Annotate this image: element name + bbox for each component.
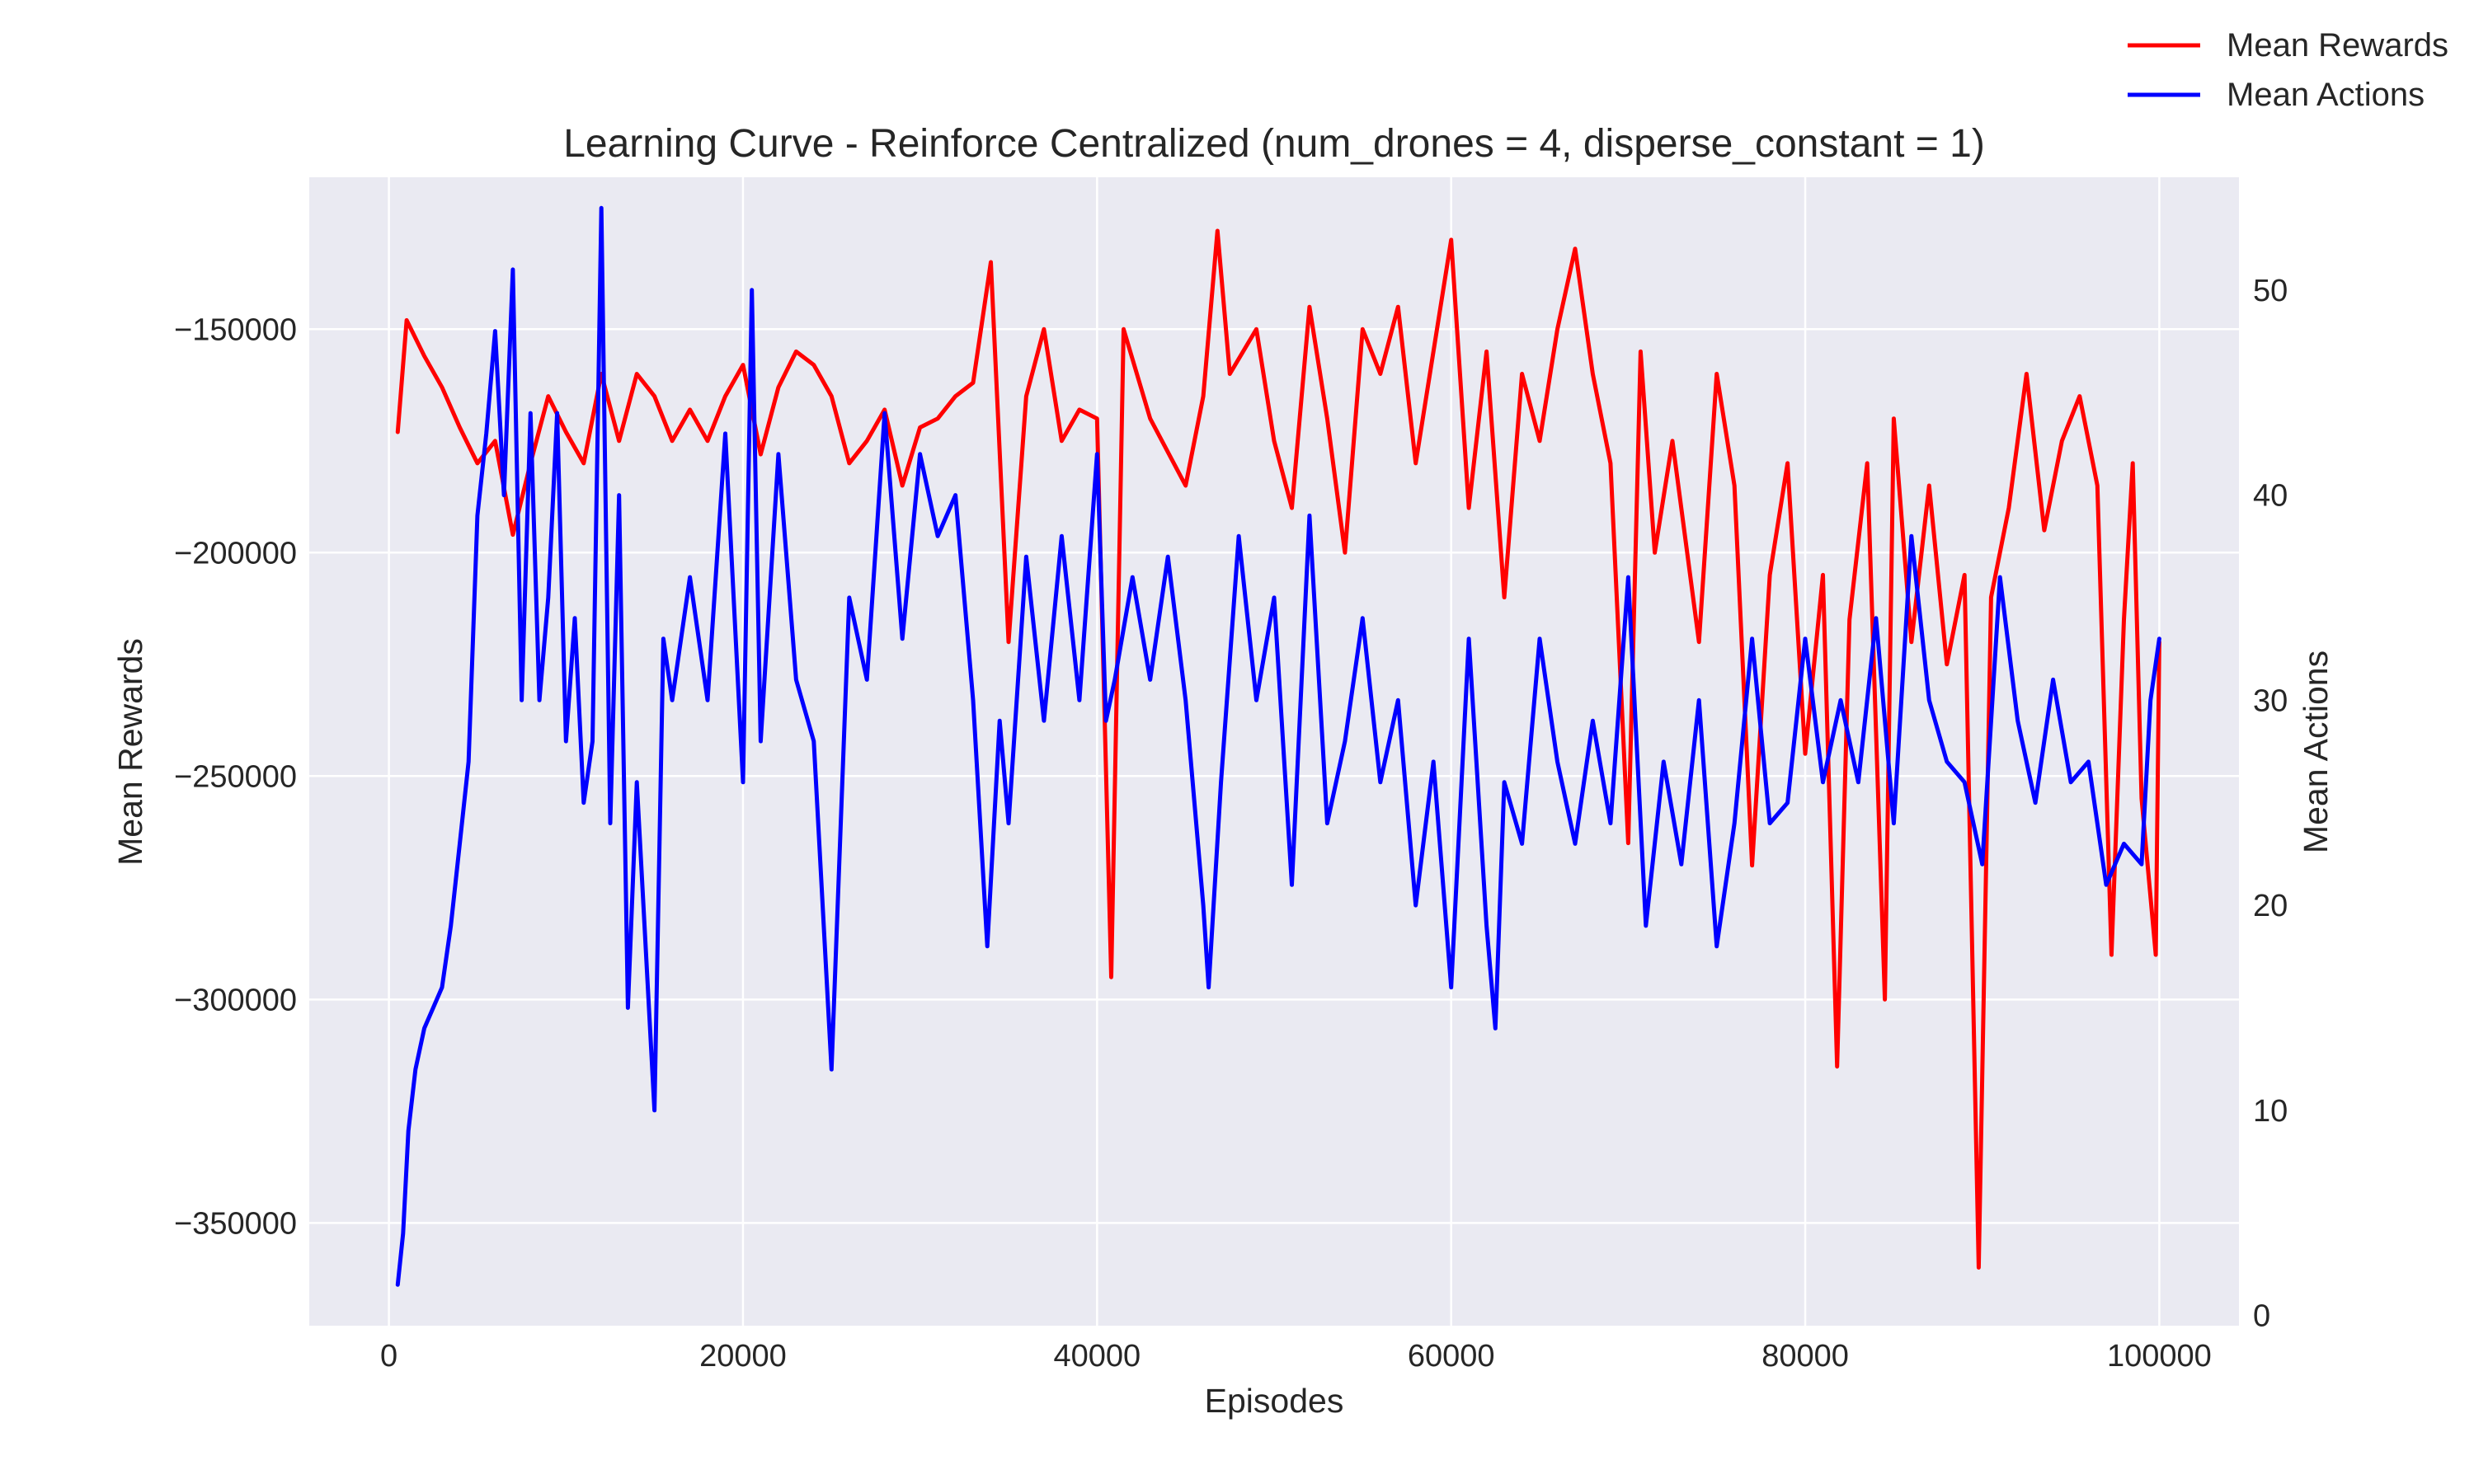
legend-label-mean-rewards: Mean Rewards — [2227, 27, 2448, 63]
legend: Mean Rewards Mean Actions — [2128, 27, 2448, 113]
y2-tick-label: 50 — [2253, 274, 2288, 308]
y-tick-label: −150000 — [174, 312, 297, 347]
x-tick-label: 80000 — [1761, 1339, 1849, 1374]
y2-tick-label: 30 — [2253, 683, 2288, 718]
y2-tick-label: 40 — [2253, 479, 2288, 514]
x-tick-label: 60000 — [1408, 1339, 1495, 1374]
x-axis-label: Episodes — [1205, 1382, 1344, 1420]
plot-background — [309, 177, 2239, 1326]
y2-axis-ticks: 0 10 20 30 40 50 — [2253, 274, 2288, 1334]
x-tick-label: 40000 — [1053, 1339, 1141, 1374]
x-tick-label: 20000 — [699, 1339, 787, 1374]
grid — [309, 177, 2239, 1326]
series-line-mean-actions — [395, 205, 2161, 1287]
legend-label-mean-actions: Mean Actions — [2227, 77, 2425, 113]
y2-tick-label: 0 — [2253, 1299, 2270, 1334]
y-tick-label: −200000 — [174, 536, 297, 571]
x-tick-label: 100000 — [2107, 1339, 2212, 1374]
chart-title: Learning Curve - Reinforce Centralized (… — [563, 122, 1985, 166]
y2-tick-label: 10 — [2253, 1094, 2288, 1129]
y-tick-label: −250000 — [174, 759, 297, 794]
y-axis-label: Mean Rewards — [111, 638, 149, 866]
y-tick-label: −350000 — [174, 1206, 297, 1241]
x-tick-label: 0 — [380, 1339, 397, 1374]
x-axis-ticks: 0 20000 40000 60000 80000 100000 — [380, 1339, 2212, 1374]
y2-tick-label: 20 — [2253, 889, 2288, 923]
series-layer — [395, 205, 2161, 1287]
y-axis-ticks: −350000 −300000 −250000 −200000 −150000 — [174, 312, 297, 1241]
y2-axis-label: Mean Actions — [2297, 650, 2335, 853]
y-tick-label: −300000 — [174, 983, 297, 1017]
